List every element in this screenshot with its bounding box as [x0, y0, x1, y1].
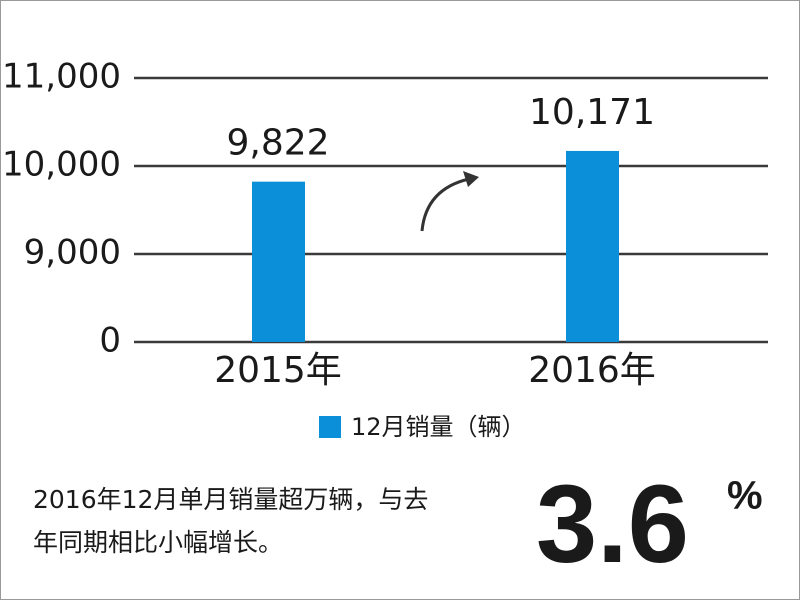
highlight-value: 3.6 — [536, 463, 689, 586]
y-tick-label: 11,000 — [2, 57, 121, 97]
highlight-unit: % — [727, 474, 763, 518]
y-tick-label: 10,000 — [2, 145, 121, 185]
y-tick-label: 9,000 — [24, 233, 121, 273]
value-label: 10,171 — [529, 92, 655, 133]
trend-arrow-head — [463, 171, 479, 187]
trend-arrow — [420, 177, 470, 232]
legend-swatch — [319, 416, 341, 438]
annotation-line: 年同期相比小幅增长。 — [33, 528, 283, 557]
bar — [566, 150, 619, 342]
value-label: 9,822 — [226, 123, 329, 164]
y-tick-label: 0 — [99, 321, 121, 361]
x-tick-label: 2016年 — [528, 350, 656, 391]
x-tick-label: 2015年 — [214, 350, 342, 391]
annotation-line: 2016年12月单月销量超万辆，与去 — [33, 485, 428, 514]
legend-label: 12月销量（辆） — [351, 413, 526, 441]
bar — [252, 181, 305, 342]
